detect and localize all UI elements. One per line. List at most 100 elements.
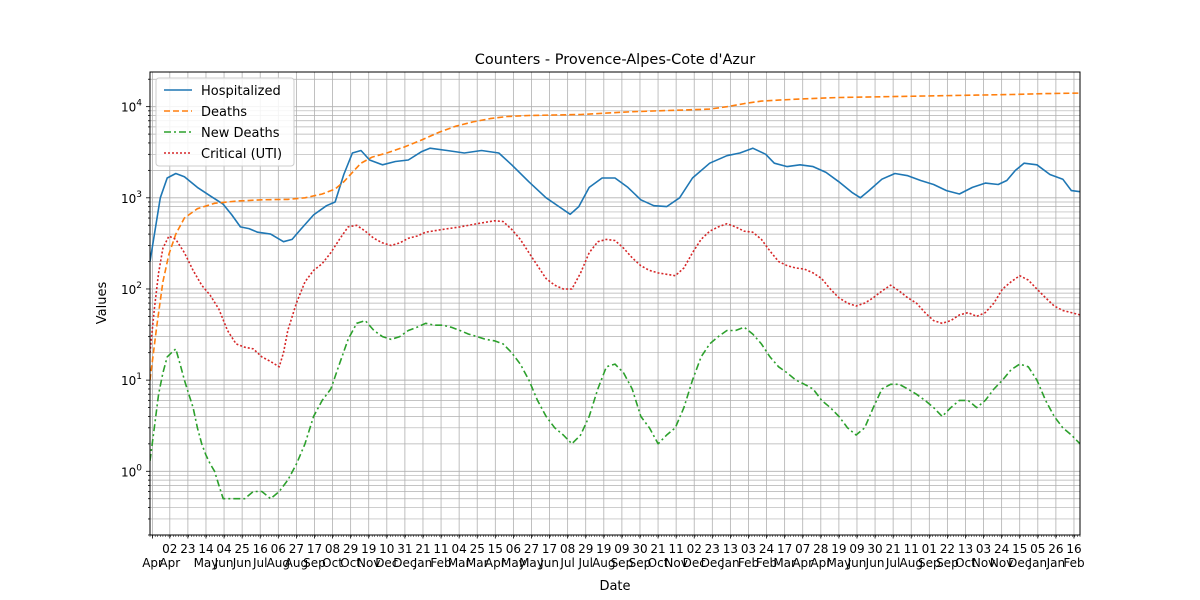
x-tick-month-label: Feb — [430, 556, 451, 570]
x-tick-day-label: 08 — [560, 542, 575, 556]
x-tick-month-label: Jan — [1028, 556, 1048, 570]
x-tick-day-label: 04 — [451, 542, 466, 556]
x-tick-day-label: 21 — [885, 542, 900, 556]
x-tick-month-label: Aug — [900, 556, 923, 570]
x-tick-day-label: 01 — [922, 542, 937, 556]
series-lines — [150, 92, 1080, 500]
x-tick-day-label: 11 — [668, 542, 683, 556]
series-line-deaths — [150, 92, 1080, 381]
y-tick-label: 103 — [121, 190, 142, 206]
x-tick-month-label: Apr — [142, 556, 163, 570]
x-tick-day-label: 17 — [542, 542, 557, 556]
series-line-new-deaths — [150, 319, 1080, 500]
x-tick-month-label: Jul — [885, 556, 900, 570]
x-tick-day-label: 16 — [1066, 542, 1081, 556]
x-tick-day-label: 13 — [958, 542, 973, 556]
y-tick-base: 10 — [121, 374, 136, 388]
x-tick-month-label: Mar — [773, 556, 796, 570]
x-tick-day-label: 19 — [361, 542, 376, 556]
x-tick-day-label: 27 — [524, 542, 539, 556]
x-tick-day-label: 29 — [343, 542, 358, 556]
y-tick-base: 10 — [121, 192, 136, 206]
x-tick-day-label: 09 — [614, 542, 629, 556]
legend-label-hospitalized: Hospitalized — [201, 84, 281, 99]
x-tick-month-label: Dec — [1008, 556, 1031, 570]
x-tick-day-label: 11 — [904, 542, 919, 556]
x-tick-month-label: Jul — [559, 556, 574, 570]
x-tick-day-label: 26 — [1048, 542, 1063, 556]
x-tick-day-label: 27 — [289, 542, 304, 556]
x-tick-day-label: 23 — [705, 542, 720, 556]
x-tick-month-label: May — [194, 556, 219, 570]
x-tick-day-label: 06 — [506, 542, 521, 556]
x-tick-month-label: Jun — [539, 556, 559, 570]
x-tick-month-label: Sep — [918, 556, 941, 570]
x-tick-day-label: 21 — [415, 542, 430, 556]
x-tick-month-label: Apr — [810, 556, 831, 570]
x-tick-month-label: Aug — [592, 556, 615, 570]
x-tick-day-label: 04 — [216, 542, 231, 556]
x-tick-day-label: 28 — [813, 542, 828, 556]
x-tick-month-label: Jun — [214, 556, 234, 570]
y-tick-base: 10 — [121, 101, 136, 115]
series-line-hospitalized — [150, 147, 1080, 262]
x-tick-day-label: 06 — [271, 542, 286, 556]
legend-box — [155, 77, 295, 167]
legend: Hospitalized Deaths New Deaths Critical (UT… — [155, 77, 295, 167]
x-tick-month-label: Dec — [393, 556, 416, 570]
x-tick-day-label: 15 — [488, 542, 503, 556]
x-tick-month-label: Jun — [847, 556, 867, 570]
x-tick-month-label: Mar — [448, 556, 471, 570]
x-tick-month-label: Nov — [664, 556, 687, 570]
x-tick-day-label: 14 — [198, 542, 213, 556]
x-tick-day-label: 19 — [831, 542, 846, 556]
x-tick-month-label: Jun — [232, 556, 252, 570]
x-tick-day-label: 10 — [379, 542, 394, 556]
y-tick-base: 10 — [121, 465, 136, 479]
x-tick-month-label: Jan — [1046, 556, 1066, 570]
y-tick-exponent: 4 — [136, 99, 142, 109]
y-tick-exponent: 3 — [136, 190, 142, 200]
x-tick-day-label: 03 — [741, 542, 756, 556]
x-tick-month-label: Nov — [990, 556, 1013, 570]
x-tick-month-label: Apr — [159, 556, 180, 570]
x-tick-month-label: Jan — [413, 556, 433, 570]
chart-title: Counters - Provence-Alpes-Cote d'Azur — [475, 52, 755, 68]
grid — [150, 72, 1080, 536]
legend-label-new-deaths: New Deaths — [201, 126, 280, 141]
x-tick-month-label: Feb — [1063, 556, 1084, 570]
x-tick-month-label: Jan — [720, 556, 740, 570]
x-tick-day-label: 13 — [723, 542, 738, 556]
x-tick-month-label: Mar — [466, 556, 489, 570]
x-tick-day-label: 30 — [632, 542, 647, 556]
x-tick-day-label: 23 — [180, 542, 195, 556]
x-tick-month-label: Oct — [340, 556, 361, 570]
x-tick-month-label: Dec — [701, 556, 724, 570]
x-tick-month-label: Oct — [955, 556, 976, 570]
x-tick-month-label: May — [501, 556, 526, 570]
legend-label-deaths: Deaths — [201, 105, 247, 120]
x-tick-month-label: Oct — [322, 556, 343, 570]
x-tick-day-label: 05 — [1030, 542, 1045, 556]
x-tick-day-label: 11 — [433, 542, 448, 556]
x-tick-day-label: 29 — [578, 542, 593, 556]
y-tick-label: 101 — [121, 372, 142, 388]
x-tick-month-label: Aug — [267, 556, 290, 570]
x-tick-month-label: Feb — [756, 556, 777, 570]
y-tick-exponent: 1 — [136, 372, 142, 382]
x-tick-month-label: Jun — [865, 556, 885, 570]
x-tick-month-label: Aug — [285, 556, 308, 570]
x-tick-day-label: 17 — [777, 542, 792, 556]
x-tick-day-label: 25 — [470, 542, 485, 556]
x-tick-day-label: 03 — [976, 542, 991, 556]
x-tick-day-label: 09 — [849, 542, 864, 556]
x-tick-month-label: Sep — [629, 556, 652, 570]
y-tick-base: 10 — [121, 283, 136, 297]
x-tick-day-label: 24 — [759, 542, 774, 556]
x-tick-day-label: 31 — [397, 542, 412, 556]
x-tick-month-label: May — [519, 556, 544, 570]
y-axis-label: Values — [95, 282, 110, 325]
